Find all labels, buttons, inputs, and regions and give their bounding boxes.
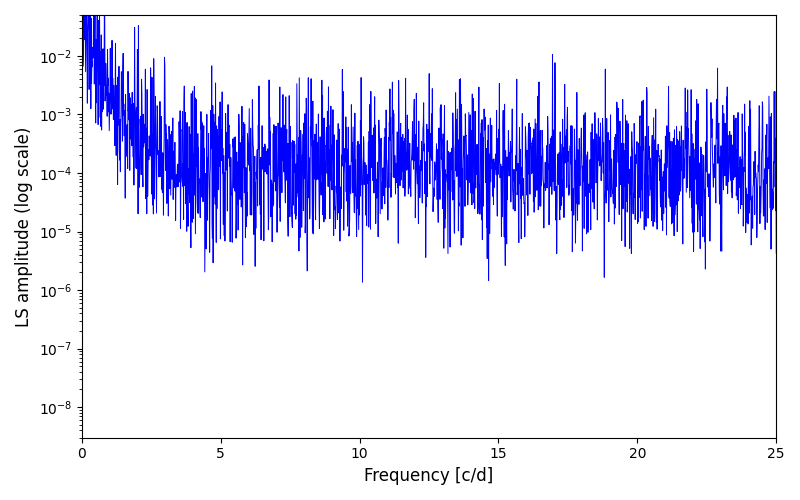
Y-axis label: LS amplitude (log scale): LS amplitude (log scale) xyxy=(15,126,33,326)
X-axis label: Frequency [c/d]: Frequency [c/d] xyxy=(364,467,494,485)
